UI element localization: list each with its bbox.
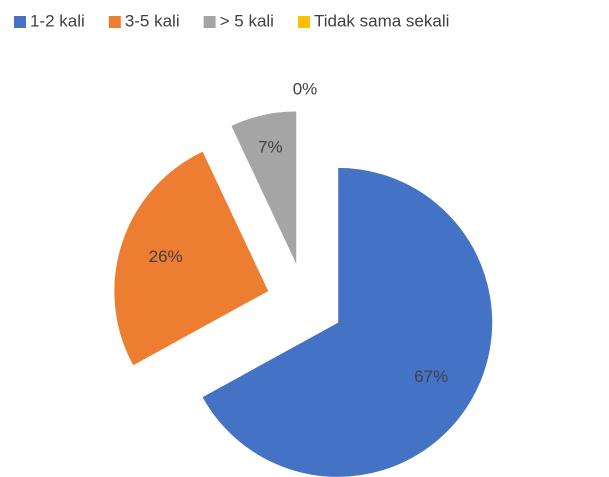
legend-swatch <box>108 16 121 28</box>
pie-slice <box>201 166 494 477</box>
legend-swatch <box>203 16 216 28</box>
legend-label: 1-2 kali <box>30 11 85 30</box>
data-label: 67% <box>414 367 448 386</box>
pie-slice <box>113 150 270 367</box>
data-label: 7% <box>258 137 283 156</box>
data-label: 0% <box>293 79 318 98</box>
legend-label: Tidak sama sekali <box>314 11 449 30</box>
legend-label: > 5 kali <box>220 11 274 30</box>
pie-slice <box>230 110 298 267</box>
legend-swatch <box>14 16 26 28</box>
legend-swatch <box>297 16 310 28</box>
legend-label: 3-5 kali <box>125 11 180 30</box>
data-label: 26% <box>149 247 183 266</box>
